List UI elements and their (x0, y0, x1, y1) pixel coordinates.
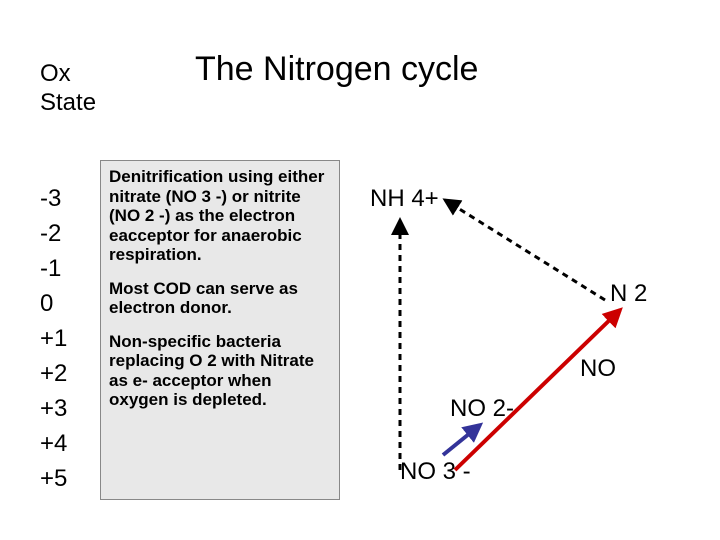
ox-state-value: +2 (40, 360, 67, 388)
ox-state-value: -2 (40, 220, 61, 248)
ox-state-value: +5 (40, 465, 67, 493)
species-n2: N 2 (610, 280, 647, 308)
ox-label-line2: State (40, 89, 96, 116)
ox-state-value: 0 (40, 290, 53, 318)
diagram-stage: The Nitrogen cycle Ox State -3 -2 -1 0 +1 +2 +… (0, 0, 720, 540)
desc-para-3: Non-specific bacteria replacing O 2 with… (109, 332, 331, 410)
arrow-blue (443, 425, 480, 455)
page-title: The Nitrogen cycle (195, 50, 478, 89)
species-no: NO (580, 355, 616, 383)
ox-label-line1: Ox (40, 60, 71, 87)
ox-state-value: +1 (40, 325, 67, 353)
arrow-red (455, 310, 620, 470)
ox-state-value: -3 (40, 185, 61, 213)
desc-para-1: Denitrification using either nitrate (NO… (109, 167, 331, 265)
arrow-dashed-diag (445, 200, 605, 300)
ox-state-value: -1 (40, 255, 61, 283)
desc-para-2: Most COD can serve as electron donor. (109, 279, 331, 318)
species-nh4: NH 4+ (370, 185, 439, 213)
ox-state-value: +4 (40, 430, 67, 458)
ox-state-label: Ox State (40, 60, 96, 118)
species-no2: NO 2- (450, 395, 514, 423)
species-no3: NO 3 - (400, 458, 471, 486)
ox-state-value: +3 (40, 395, 67, 423)
description-box: Denitrification using either nitrate (NO… (100, 160, 340, 500)
